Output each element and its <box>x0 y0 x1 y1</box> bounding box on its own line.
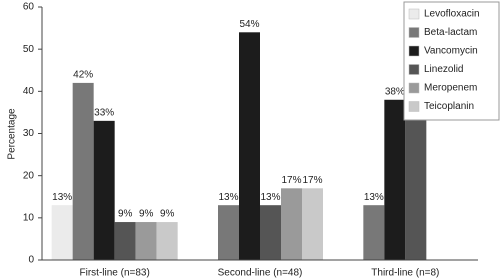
bar <box>260 205 281 260</box>
bar <box>218 205 239 260</box>
legend-swatch <box>408 82 420 94</box>
value-label: 13% <box>260 192 280 203</box>
y-tick-label: 40 <box>23 86 35 97</box>
bar <box>302 188 323 260</box>
legend-label: Meropenem <box>424 83 477 94</box>
y-tick-label: 20 <box>23 170 35 181</box>
value-label: 13% <box>364 192 384 203</box>
bar <box>384 99 406 261</box>
y-tick-label: 50 <box>23 44 35 55</box>
value-label: 42% <box>73 70 93 81</box>
x-tick-label: Third-line (n=8) <box>371 268 439 279</box>
bar <box>156 222 178 260</box>
legend-box <box>403 1 500 121</box>
value-label: 38% <box>385 86 405 97</box>
legend-label: Vancomycin <box>424 46 478 57</box>
legend-swatch <box>408 64 420 75</box>
y-tick-label: 10 <box>23 212 35 223</box>
bar <box>93 120 115 260</box>
y-tick-label: 30 <box>23 128 35 139</box>
value-label: 13% <box>52 192 72 203</box>
bar <box>51 205 73 260</box>
y-tick-label: 60 <box>23 2 35 13</box>
bar <box>72 82 94 261</box>
legend-swatch <box>408 27 420 38</box>
bar <box>363 205 385 260</box>
x-tick-label: Second-line (n=48) <box>218 268 303 279</box>
legend-swatch <box>408 101 420 112</box>
value-label: 13% <box>218 192 238 203</box>
legend-swatch <box>408 45 420 57</box>
legend-label: Beta-lactam <box>424 27 477 38</box>
value-label: 54% <box>239 19 259 30</box>
value-label: 9% <box>139 209 154 220</box>
value-label: 17% <box>281 175 301 186</box>
bar <box>135 222 157 260</box>
bar <box>281 188 302 260</box>
bar <box>114 222 136 260</box>
legend-label: Teicoplanin <box>424 101 474 112</box>
x-tick-label: First-line (n=83) <box>80 268 150 279</box>
value-label: 33% <box>94 107 114 118</box>
legend-swatch <box>408 8 420 20</box>
legend-label: Levofloxacin <box>424 9 480 20</box>
value-label: 9% <box>160 209 175 220</box>
y-tick-label: 0 <box>28 255 34 266</box>
y-axis-title: Percentage <box>7 108 18 160</box>
value-label: 17% <box>302 175 322 186</box>
value-label: 9% <box>118 209 133 220</box>
bar <box>239 32 260 260</box>
legend-label: Linezolid <box>424 64 463 75</box>
